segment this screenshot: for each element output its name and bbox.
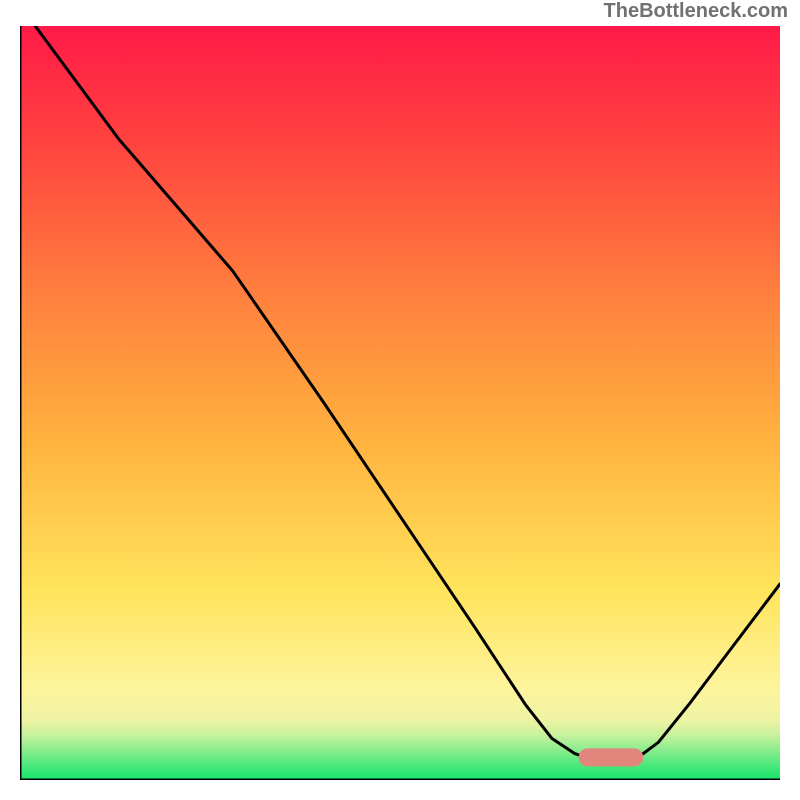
gradient-background [20,26,780,780]
chart-wrapper: TheBottleneck.com [0,0,800,800]
attribution-title: TheBottleneck.com [604,0,788,23]
chart-area [20,26,780,780]
optimal-range-marker [579,748,644,766]
bottleneck-chart [20,26,780,780]
